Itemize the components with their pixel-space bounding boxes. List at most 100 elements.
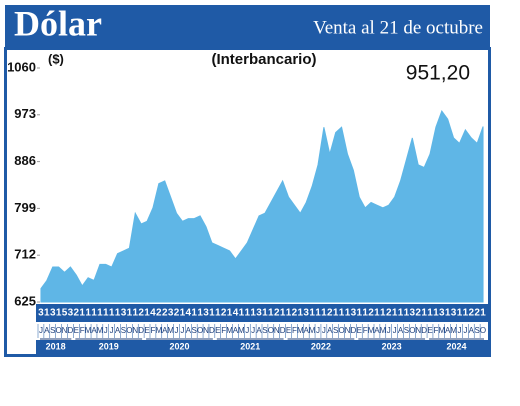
x-tick-label: D	[209, 326, 215, 335]
x-tick-label: S	[333, 326, 338, 335]
x-tick-label: J	[457, 326, 461, 335]
x-tick-label: E	[74, 326, 79, 335]
day-label: 1	[374, 308, 380, 319]
year-label: 2022	[311, 341, 331, 351]
x-tick-label: F	[151, 326, 156, 335]
day-label: 3	[38, 308, 44, 319]
x-tick-label: J	[245, 326, 249, 335]
day-label: 1	[262, 308, 268, 319]
day-label: 4	[186, 308, 192, 319]
annotation: (Interbancario)	[211, 51, 316, 68]
x-tick-label: A	[374, 326, 380, 335]
y-tick-label: 625	[14, 293, 36, 308]
x-tick-label: M	[167, 326, 174, 335]
x-tick-label: A	[304, 326, 310, 335]
x-tick-label: M	[297, 326, 304, 335]
day-label: 1	[404, 308, 410, 319]
day-label: 1	[445, 308, 451, 319]
x-tick-label: J	[180, 326, 184, 335]
day-label: 3	[203, 308, 209, 319]
x-tick-label: F	[433, 326, 438, 335]
day-label: 1	[244, 308, 250, 319]
day-label: 3	[410, 308, 416, 319]
y-tick-label: 712	[14, 247, 36, 262]
x-tick-label: M	[156, 326, 163, 335]
day-label: 2	[174, 308, 180, 319]
year-label: 2020	[169, 341, 189, 351]
x-tick-label: D	[421, 326, 427, 335]
day-label: 1	[286, 308, 292, 319]
x-tick-label: J	[110, 326, 114, 335]
x-tick-label: E	[286, 326, 291, 335]
day-label: 3	[168, 308, 174, 319]
day-label: 2	[292, 308, 298, 319]
x-tick-label: E	[427, 326, 432, 335]
day-label: 1	[115, 308, 121, 319]
x-tick-label: F	[221, 326, 226, 335]
day-label: 3	[303, 308, 309, 319]
year-label: 2021	[240, 341, 260, 351]
x-tick-label: M	[309, 326, 316, 335]
day-label: 3	[439, 308, 445, 319]
day-label: 1	[85, 308, 91, 319]
day-label: 1	[280, 308, 286, 319]
x-tick-label: F	[363, 326, 368, 335]
x-tick-label: J	[393, 326, 397, 335]
day-label: 2	[386, 308, 392, 319]
x-tick-label: O	[338, 326, 344, 335]
x-tick-label: S	[474, 326, 479, 335]
x-tick-label: A	[162, 326, 168, 335]
day-label: 1	[56, 308, 62, 319]
day-label: 2	[327, 308, 333, 319]
x-tick-label: O	[268, 326, 274, 335]
x-tick-label: A	[186, 326, 192, 335]
x-tick-label: S	[50, 326, 55, 335]
day-label: 1	[197, 308, 203, 319]
year-label: 2024	[447, 341, 467, 351]
x-tick-label: S	[192, 326, 197, 335]
x-tick-label: O	[480, 326, 486, 335]
day-label: 1	[103, 308, 109, 319]
day-label: 2	[368, 308, 374, 319]
x-tick-label: D	[280, 326, 286, 335]
year-label: 2018	[46, 341, 66, 351]
day-label: 3	[451, 308, 457, 319]
day-label: 1	[44, 308, 50, 319]
day-label: 1	[180, 308, 186, 319]
day-label: 2	[156, 308, 162, 319]
day-label: 2	[274, 308, 280, 319]
x-tick-label: E	[215, 326, 220, 335]
day-label: 1	[463, 308, 469, 319]
x-tick-label: O	[56, 326, 62, 335]
x-tick-label: M	[438, 326, 445, 335]
x-tick-label: N	[274, 326, 280, 335]
day-label: 1	[309, 308, 315, 319]
x-tick-label: M	[226, 326, 233, 335]
x-tick-label: J	[316, 326, 320, 335]
day-row	[36, 304, 488, 322]
year-label: 2023	[382, 341, 402, 351]
day-label: 1	[433, 308, 439, 319]
day-label: 1	[79, 308, 85, 319]
day-label: 1	[362, 308, 368, 319]
x-tick-label: S	[404, 326, 409, 335]
day-label: 1	[398, 308, 404, 319]
day-label: 1	[380, 308, 386, 319]
y-tick-label: 886	[14, 153, 36, 168]
day-label: 1	[356, 308, 362, 319]
day-label: 1	[227, 308, 233, 319]
day-label: 1	[97, 308, 103, 319]
x-tick-label: N	[345, 326, 351, 335]
x-tick-label: S	[262, 326, 267, 335]
day-label: 1	[339, 308, 345, 319]
day-label: 1	[250, 308, 256, 319]
day-label: 1	[109, 308, 115, 319]
day-label: 3	[50, 308, 56, 319]
unit-label: ($)	[48, 51, 64, 66]
x-tick-label: S	[121, 326, 126, 335]
day-label: 5	[62, 308, 68, 319]
day-label: 1	[333, 308, 339, 319]
y-tick-label: 1060	[7, 59, 36, 74]
x-tick-label: A	[44, 326, 50, 335]
